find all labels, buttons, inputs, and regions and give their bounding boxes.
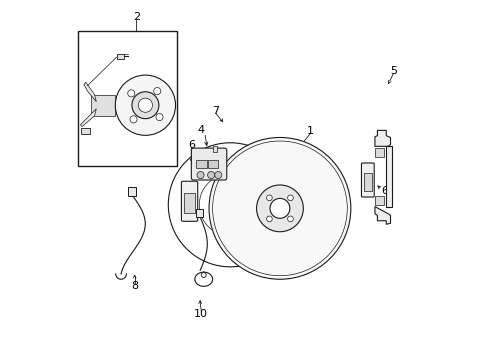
Bar <box>374 196 383 205</box>
Circle shape <box>214 171 222 179</box>
Circle shape <box>127 90 135 97</box>
Circle shape <box>201 273 206 278</box>
Bar <box>78 31 177 166</box>
Polygon shape <box>374 130 390 146</box>
Circle shape <box>287 195 293 201</box>
Circle shape <box>132 92 159 119</box>
Circle shape <box>156 113 163 121</box>
Text: 7: 7 <box>212 106 219 116</box>
Text: 8: 8 <box>131 281 138 291</box>
Text: 9: 9 <box>88 98 95 108</box>
Circle shape <box>115 75 175 135</box>
Polygon shape <box>374 207 390 224</box>
Bar <box>81 128 90 134</box>
Bar <box>374 148 383 157</box>
Circle shape <box>130 116 137 123</box>
Circle shape <box>256 185 303 232</box>
Bar <box>128 187 135 196</box>
Bar <box>116 54 124 59</box>
Bar <box>363 173 371 191</box>
Polygon shape <box>386 146 391 207</box>
Polygon shape <box>80 109 96 126</box>
Text: 6: 6 <box>187 140 194 149</box>
Text: 3: 3 <box>88 36 95 46</box>
Text: 4: 4 <box>197 125 204 135</box>
Circle shape <box>153 87 161 95</box>
Circle shape <box>287 216 293 222</box>
Text: 1: 1 <box>306 126 313 136</box>
Circle shape <box>269 198 289 218</box>
Circle shape <box>207 171 214 179</box>
Polygon shape <box>84 82 96 102</box>
FancyBboxPatch shape <box>191 148 226 180</box>
Bar <box>196 160 206 168</box>
Bar <box>184 193 195 213</box>
Polygon shape <box>91 95 115 116</box>
Text: 6: 6 <box>381 186 388 196</box>
Circle shape <box>138 98 152 112</box>
FancyBboxPatch shape <box>361 163 373 197</box>
Bar <box>212 145 216 152</box>
FancyBboxPatch shape <box>181 181 197 221</box>
Text: 2: 2 <box>133 12 140 22</box>
Circle shape <box>266 216 272 222</box>
Circle shape <box>209 138 350 279</box>
Text: 10: 10 <box>194 309 208 319</box>
Bar <box>196 210 203 217</box>
Circle shape <box>197 171 203 179</box>
Circle shape <box>266 195 272 201</box>
Text: 5: 5 <box>389 66 396 76</box>
Bar <box>208 160 218 168</box>
